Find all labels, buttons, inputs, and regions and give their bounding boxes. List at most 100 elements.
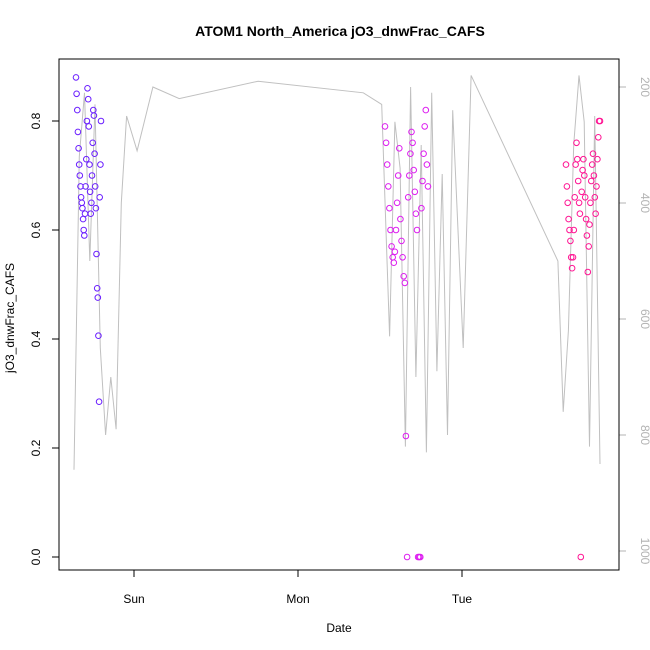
right-tick-label: 600 bbox=[638, 309, 650, 329]
data-point bbox=[84, 95, 92, 103]
data-point bbox=[95, 398, 103, 406]
axis-layer: 0.0 0.2 0.4 0.6 0.8 200 400 600 800 1000 Sun Mon Tue bbox=[29, 77, 650, 606]
data-point bbox=[420, 150, 427, 157]
data-point bbox=[570, 226, 578, 234]
right-tick-label: 200 bbox=[638, 77, 650, 97]
data-point bbox=[83, 155, 90, 163]
data-point bbox=[399, 253, 406, 261]
data-point bbox=[409, 139, 416, 147]
data-point bbox=[593, 183, 600, 190]
data-point bbox=[390, 259, 398, 267]
data-point bbox=[422, 106, 430, 114]
data-point bbox=[586, 221, 593, 228]
data-point bbox=[417, 553, 424, 561]
data-point bbox=[589, 150, 597, 157]
data-point bbox=[95, 332, 102, 340]
data-point bbox=[88, 172, 96, 179]
plot-frame bbox=[58, 58, 620, 571]
data-point bbox=[578, 188, 586, 196]
data-point bbox=[576, 210, 584, 217]
x-tick-label: Sun bbox=[123, 592, 144, 606]
data-point bbox=[581, 194, 589, 201]
data-point bbox=[74, 128, 82, 136]
data-point bbox=[84, 85, 91, 92]
data-point bbox=[397, 215, 404, 223]
data-point bbox=[594, 155, 601, 163]
data-point bbox=[421, 123, 429, 130]
data-point bbox=[590, 172, 598, 179]
data-point bbox=[93, 285, 101, 292]
data-point bbox=[419, 177, 426, 185]
data-point bbox=[568, 264, 576, 272]
y-tick-label: 0.0 bbox=[29, 548, 43, 565]
data-point bbox=[562, 161, 570, 168]
chart-title: ATOM1 North_America jO3_dnwFrac_CAFS bbox=[195, 23, 485, 39]
data-point bbox=[73, 90, 80, 98]
data-point bbox=[410, 166, 418, 174]
data-point bbox=[567, 237, 574, 245]
data-point bbox=[75, 145, 82, 152]
pressure-line-layer bbox=[73, 75, 601, 470]
data-point bbox=[418, 204, 425, 212]
data-point bbox=[565, 215, 572, 223]
data-point bbox=[423, 161, 431, 168]
data-point bbox=[595, 134, 602, 141]
data-point bbox=[381, 123, 389, 130]
data-point bbox=[74, 106, 81, 114]
x-tick-label: Mon bbox=[286, 592, 309, 606]
data-point bbox=[394, 172, 402, 179]
data-point bbox=[382, 139, 390, 147]
data-point bbox=[588, 177, 595, 185]
data-point bbox=[89, 139, 96, 147]
data-point bbox=[90, 112, 98, 119]
data-point bbox=[97, 161, 104, 168]
data-point bbox=[88, 199, 95, 207]
pressure-series-line bbox=[73, 75, 601, 470]
data-point bbox=[383, 161, 391, 168]
data-point bbox=[574, 177, 582, 185]
points-layer bbox=[72, 74, 604, 561]
data-point bbox=[393, 199, 401, 207]
data-point bbox=[97, 117, 105, 125]
data-point bbox=[580, 155, 587, 163]
data-point bbox=[403, 553, 411, 561]
x-tick-label: Tue bbox=[452, 592, 473, 606]
data-point bbox=[93, 250, 100, 258]
data-point bbox=[407, 150, 414, 157]
data-point bbox=[563, 183, 571, 190]
y-tick-label: 0.4 bbox=[29, 330, 43, 347]
data-point bbox=[575, 199, 583, 207]
data-point bbox=[582, 215, 590, 223]
data-point bbox=[587, 199, 594, 207]
data-point bbox=[581, 172, 588, 179]
data-point bbox=[398, 237, 405, 245]
right-tick-label: 400 bbox=[638, 193, 650, 213]
data-point bbox=[92, 204, 100, 212]
data-point bbox=[424, 183, 432, 190]
data-point bbox=[566, 226, 573, 234]
data-point bbox=[94, 294, 102, 301]
data-point bbox=[401, 279, 409, 287]
data-point bbox=[591, 194, 599, 201]
right-tick-label: 1000 bbox=[638, 538, 650, 565]
data-point bbox=[573, 139, 580, 147]
data-point bbox=[400, 273, 408, 280]
data-point bbox=[385, 183, 392, 190]
data-point bbox=[577, 553, 585, 561]
data-point bbox=[402, 432, 410, 440]
data-point bbox=[588, 161, 596, 168]
data-point bbox=[86, 188, 94, 196]
data-point bbox=[571, 194, 579, 201]
data-point bbox=[411, 188, 419, 196]
data-point bbox=[592, 210, 599, 217]
data-point bbox=[406, 172, 413, 179]
y-tick-label: 0.6 bbox=[29, 221, 43, 238]
data-point bbox=[91, 150, 98, 157]
data-point bbox=[584, 268, 592, 276]
data-point bbox=[396, 145, 403, 152]
data-point bbox=[82, 183, 89, 190]
data-point bbox=[567, 253, 575, 261]
data-point bbox=[86, 161, 93, 168]
